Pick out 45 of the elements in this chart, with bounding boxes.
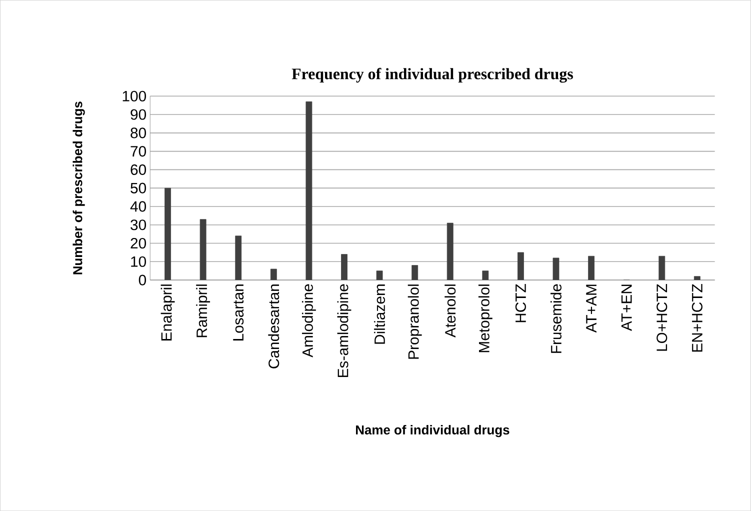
y-tick-label: 20 [130, 238, 146, 248]
bar [482, 270, 489, 280]
y-tick-label: 70 [130, 146, 146, 157]
x-tick-label: Ramipril [196, 284, 210, 338]
bar [446, 222, 454, 280]
y-tick-label: 60 [130, 164, 146, 175]
y-tick-label: 40 [130, 201, 146, 212]
bar [412, 265, 418, 280]
x-tick-label: AT+AM [586, 284, 596, 333]
x-tick-label: Diltiazem [374, 284, 386, 344]
y-tick-label: 0 [138, 274, 146, 286]
x-tick-label: AT+EN [621, 284, 632, 331]
x-tick-label: Atenolol [444, 284, 456, 338]
x-tick-label: Es-amlodipine [337, 284, 352, 377]
chart-title: Frequency of individual prescribed drugs [292, 68, 573, 83]
y-tick-label: 90 [130, 109, 146, 120]
y-tick-label: 10 [131, 256, 146, 267]
x-tick-label: Candesartan [268, 284, 280, 368]
bar [306, 101, 312, 280]
bar [694, 276, 700, 280]
x-tick-label: EN+HCTZ [692, 284, 702, 352]
bar [200, 219, 206, 280]
y-tick-label: 100 [122, 90, 146, 102]
bar [341, 254, 348, 280]
x-tick-label: Frusemide [550, 284, 562, 353]
y-tick-label: 30 [130, 220, 146, 230]
y-axis-title: Number of prescribed drugs [72, 102, 85, 274]
bar [376, 270, 383, 280]
y-tick-label: 50 [130, 182, 146, 194]
bar [270, 268, 277, 280]
x-tick-label: Metoprolol [478, 284, 492, 352]
x-tick-label: Propranolol [408, 284, 422, 359]
bar [588, 256, 594, 280]
x-tick-label: LO+HCTZ [656, 284, 668, 351]
x-axis-title: Name of individual drugs [356, 424, 510, 438]
bar [552, 258, 560, 280]
x-tick-label: HCTZ [515, 284, 526, 322]
y-tick-label: 80 [130, 128, 146, 138]
x-tick-label: Losartan [233, 284, 244, 340]
x-tick-label: Amlodipine [302, 284, 316, 358]
x-tick-label: Enalapril [160, 284, 175, 340]
bar [235, 236, 242, 280]
bar [658, 256, 666, 280]
bar [518, 252, 524, 280]
bar [164, 188, 171, 280]
